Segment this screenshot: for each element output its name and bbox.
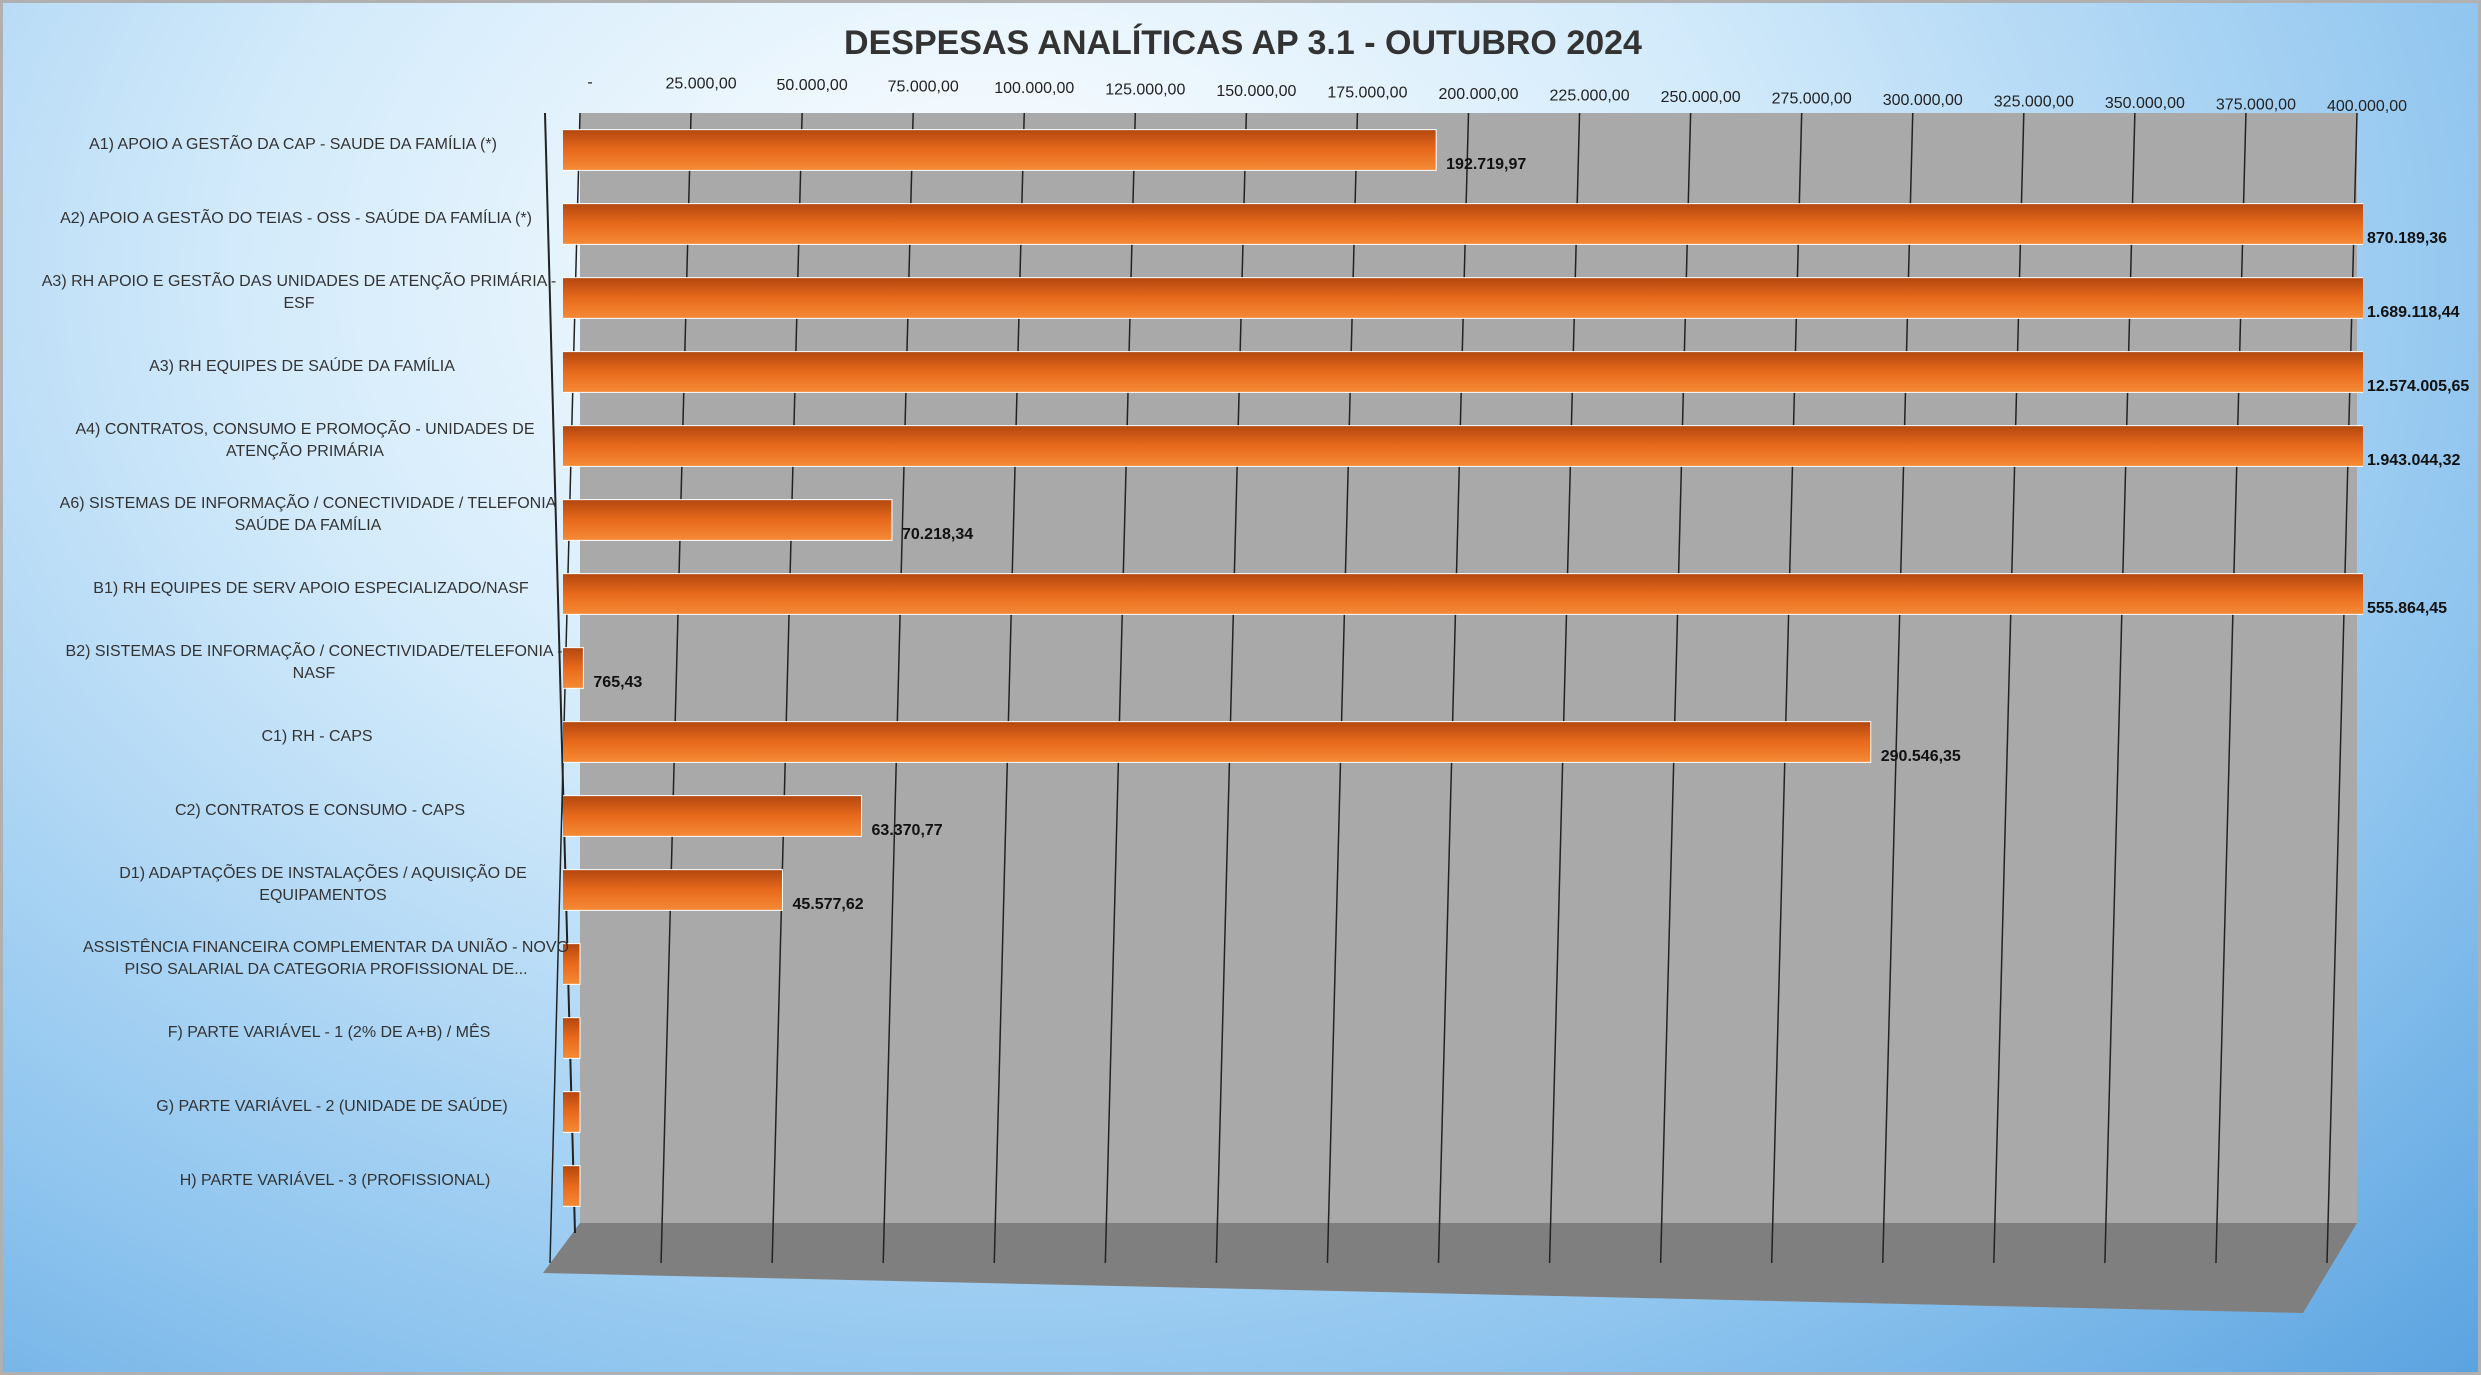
bar bbox=[563, 1091, 581, 1133]
x-tick-label: 125.000,00 bbox=[1105, 82, 1185, 99]
value-label: 192.719,97 bbox=[1446, 156, 1526, 173]
y-tick-label: A6) SISTEMAS DE INFORMAÇÃO / CONECTIVIDA… bbox=[59, 495, 557, 534]
value-label: 70.218,34 bbox=[902, 526, 973, 543]
x-tick-label: 50.000,00 bbox=[777, 77, 848, 94]
value-label: 870.189,36 bbox=[2367, 230, 2447, 247]
bar bbox=[563, 277, 2363, 319]
y-tick-label: A1) APOIO A GESTÃO DA CAP - SAUDE DA FAM… bbox=[89, 136, 497, 153]
x-tick-label: 400.000,00 bbox=[2327, 98, 2407, 115]
value-label: 555.864,45 bbox=[2367, 600, 2447, 617]
x-tick-label: 100.000,00 bbox=[994, 80, 1074, 97]
y-tick-label: C1) RH - CAPS bbox=[261, 728, 373, 745]
x-tick-label: 25.000,00 bbox=[665, 76, 736, 93]
x-tick-label: 200.000,00 bbox=[1438, 86, 1518, 103]
bar bbox=[563, 573, 2363, 615]
bar bbox=[563, 869, 783, 911]
y-tick-label: B2) SISTEMAS DE INFORMAÇÃO / CONECTIVIDA… bbox=[65, 643, 563, 682]
y-tick-label: B1) RH EQUIPES DE SERV APOIO ESPECIALIZA… bbox=[93, 580, 529, 597]
value-label: 45.577,62 bbox=[792, 896, 863, 913]
x-tick-label: 225.000,00 bbox=[1550, 88, 1630, 105]
bar bbox=[563, 499, 893, 541]
bar bbox=[563, 203, 2363, 245]
x-tick-label: 175.000,00 bbox=[1327, 85, 1407, 102]
value-label: 290.546,35 bbox=[1881, 748, 1961, 765]
bar bbox=[563, 721, 1872, 763]
value-label: 765,43 bbox=[593, 674, 642, 691]
value-label: 63.370,77 bbox=[872, 822, 943, 839]
x-tick-label: 150.000,00 bbox=[1216, 83, 1296, 100]
y-tick-label: A3) RH EQUIPES DE SAÚDE DA FAMÍLIA bbox=[149, 358, 455, 375]
bar bbox=[563, 129, 1437, 171]
y-tick-label: ASSISTÊNCIA FINANCEIRA COMPLEMENTAR DA U… bbox=[82, 939, 569, 978]
value-label: 12.574.005,65 bbox=[2367, 378, 2469, 395]
x-tick-label: 325.000,00 bbox=[1994, 94, 2074, 111]
bar bbox=[563, 1165, 581, 1207]
x-tick-label: 75.000,00 bbox=[888, 79, 959, 96]
y-tick-label: A2) APOIO A GESTÃO DO TEIAS - OSS - SAÚD… bbox=[60, 210, 532, 227]
x-tick-label: 275.000,00 bbox=[1772, 91, 1852, 108]
floor bbox=[543, 1223, 2357, 1313]
bar bbox=[563, 943, 581, 985]
y-tick-label: F) PARTE VARIÁVEL - 1 (2% DE A+B) / MÊS bbox=[167, 1024, 491, 1041]
x-tick-label: 300.000,00 bbox=[1883, 92, 1963, 109]
chart-svg: DESPESAS ANALÍTICAS AP 3.1 - OUTUBRO 202… bbox=[543, 24, 2469, 1313]
value-label: 1.689.118,44 bbox=[2367, 304, 2460, 321]
value-label: 1.943.044,32 bbox=[2367, 452, 2461, 469]
bar bbox=[563, 647, 584, 689]
x-tick-label: - bbox=[587, 74, 592, 91]
bar bbox=[563, 1017, 581, 1059]
y-tick-label: D1) ADAPTAÇÕES DE INSTALAÇÕES / AQUISIÇÃ… bbox=[119, 865, 527, 904]
chart-title: DESPESAS ANALÍTICAS AP 3.1 - OUTUBRO 202… bbox=[844, 24, 1642, 62]
bar bbox=[563, 425, 2363, 467]
x-tick-label: 250.000,00 bbox=[1661, 89, 1741, 106]
x-tick-label: 375.000,00 bbox=[2216, 97, 2296, 114]
y-tick-label: G) PARTE VARIÁVEL - 2 (UNIDADE DE SAÚDE) bbox=[156, 1098, 508, 1115]
x-tick-label: 350.000,00 bbox=[2105, 95, 2185, 112]
y-tick-label: C2) CONTRATOS E CONSUMO - CAPS bbox=[174, 802, 466, 819]
y-tick-label: A3) RH APOIO E GESTÃO DAS UNIDADES DE AT… bbox=[41, 273, 557, 312]
y-tick-label: A4) CONTRATOS, CONSUMO E PROMOÇÃO - UNID… bbox=[75, 421, 535, 460]
bar bbox=[563, 351, 2363, 393]
y-tick-label: H) PARTE VARIÁVEL - 3 (PROFISSIONAL) bbox=[179, 1172, 491, 1189]
bar bbox=[563, 795, 863, 837]
